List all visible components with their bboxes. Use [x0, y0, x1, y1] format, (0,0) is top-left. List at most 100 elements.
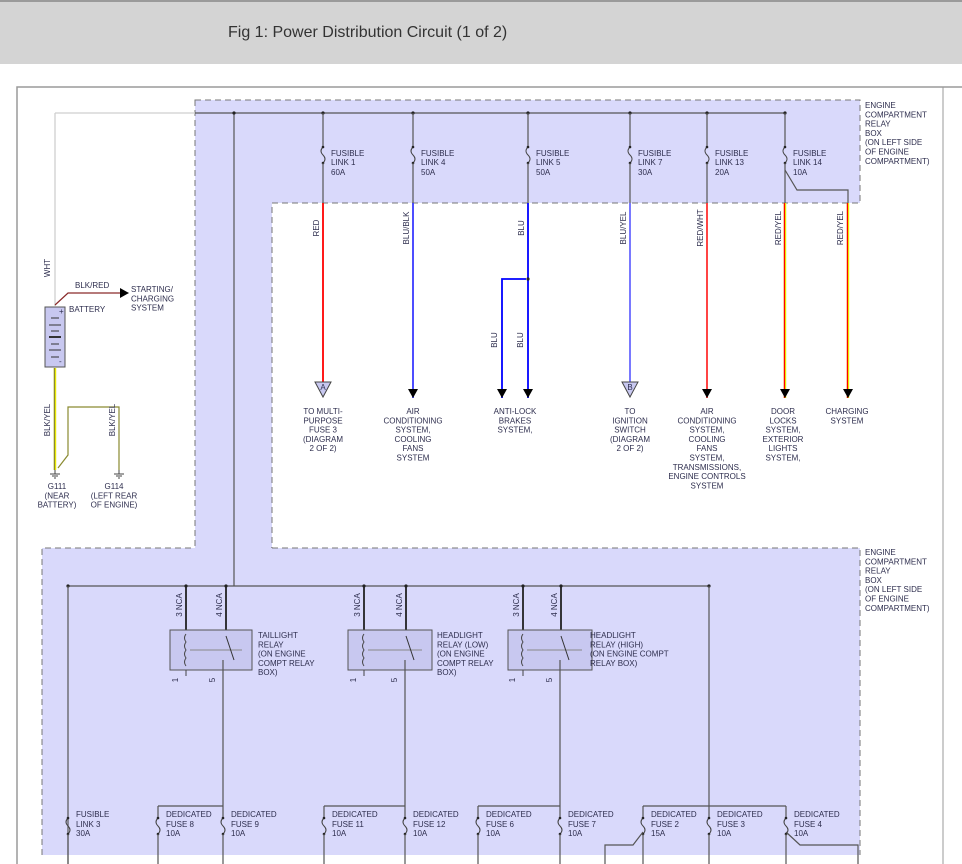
ground-g111-label: (NEAR — [45, 491, 70, 500]
wire-color-label: BLU/BLK — [402, 211, 411, 245]
fuse-name-label: DEDICATED — [568, 810, 614, 819]
destination-label: SYSTEM, — [689, 454, 724, 463]
blk-yel-wire-label: BLK/YEL — [43, 403, 52, 436]
fuse-icon — [402, 817, 408, 835]
destination-label: 2 OF 2) — [309, 444, 336, 453]
relay-box-label: (ON LEFT SIDE — [865, 585, 922, 594]
destination-label: (DIAGRAM — [610, 435, 650, 444]
wire-color-label: BLU — [516, 332, 525, 348]
blk-yel-wire — [57, 406, 120, 470]
fuse-id-label: FUSE 12 — [413, 820, 446, 829]
fuse-name-label: FUSIBLE — [421, 149, 454, 158]
destination-label: FANS — [403, 444, 424, 453]
relay-box-label: COMPARTMENT — [865, 557, 927, 566]
fuse-icon — [321, 817, 327, 835]
fuse-id-label: LINK 3 — [76, 820, 101, 829]
fuse-rating-label: 10A — [794, 829, 809, 838]
fuse-rating-label: 10A — [231, 829, 246, 838]
relay-box-label: OF ENGINE — [865, 148, 909, 157]
fuse-rating-label: 10A — [486, 829, 501, 838]
destination-label: AIR — [406, 407, 420, 416]
destination-label: SYSTEM, — [765, 426, 800, 435]
relay-label: HEADLIGHT — [590, 631, 636, 640]
relay-pin-label: 3 NCA — [175, 593, 184, 617]
ground-g114-label: (LEFT REAR — [91, 491, 138, 500]
battery-label: BATTERY — [69, 305, 106, 314]
destination-label: SYSTEM, — [689, 426, 724, 435]
relay-pin-label: 3 NCA — [512, 593, 521, 617]
fuse-name-label: DEDICATED — [413, 810, 459, 819]
relay-box-lower — [42, 548, 860, 855]
relay-box-label: OF ENGINE — [865, 595, 909, 604]
destination-label: ANTI-LOCK — [494, 407, 537, 416]
fusible-link-icon — [627, 146, 633, 164]
wire-color-label: RED — [312, 219, 321, 236]
fuse-terminal — [641, 816, 645, 820]
splice-dot — [232, 111, 236, 115]
fuse-rating-label: 50A — [536, 168, 551, 177]
fuse-terminal — [221, 816, 225, 820]
fuse-terminal — [705, 145, 709, 149]
arrow-icon — [120, 288, 129, 298]
ground-g111-label: G111 — [48, 482, 67, 491]
relay-label: COMPT RELAY — [437, 659, 494, 668]
destination-label: FANS — [697, 444, 718, 453]
relay-pin-label: 1 — [508, 677, 517, 682]
arrow-icon — [780, 389, 790, 398]
fuse-name-label: FUSIBLE — [715, 149, 748, 158]
blk-yel-wire-label: BLK/YEL — [108, 403, 117, 436]
fuse-name-label: DEDICATED — [166, 810, 212, 819]
fuse-terminal — [628, 145, 632, 149]
wire — [784, 169, 849, 203]
battery-minus: - — [59, 357, 62, 366]
relay-box-label: (ON LEFT SIDE — [865, 138, 922, 147]
figure-header: Fig 1: Power Distribution Circuit (1 of … — [0, 0, 962, 64]
fuse-rating-label: 50A — [421, 168, 436, 177]
fuse-id-label: LINK 4 — [421, 158, 446, 167]
fusible-link-icon — [320, 146, 326, 164]
fuse-id-label: FUSE 3 — [717, 820, 746, 829]
relay-box-label: COMPARTMENT) — [865, 157, 930, 166]
destination-label: TO — [625, 407, 636, 416]
fuse-id-label: FUSE 11 — [332, 820, 364, 829]
destination-label: SYSTEM, — [395, 426, 430, 435]
arrow-icon — [523, 389, 533, 398]
blk-red-wire-label: BLK/RED — [75, 281, 109, 290]
connector-terminal-icon — [314, 381, 332, 399]
fuse-id-label: FUSE 2 — [651, 820, 680, 829]
relay-label: (ON ENGINE — [437, 650, 485, 659]
fusible-link-icon — [704, 146, 710, 164]
fuse-id-label: LINK 1 — [331, 158, 356, 167]
destination-label: LOCKS — [769, 416, 796, 425]
relay-pin-label: 4 NCA — [550, 593, 559, 617]
destination-label: TRANSMISSIONS, — [673, 463, 741, 472]
battery-plus: + — [59, 307, 64, 316]
wire — [785, 831, 859, 864]
relay-box-label: ENGINE — [865, 548, 896, 557]
wht-wire-label: WHT — [43, 259, 52, 277]
fusible-link-icon — [410, 146, 416, 164]
arrow-icon — [843, 389, 853, 398]
fuse-icon — [155, 817, 161, 835]
relay-label: (ON ENGINE — [258, 650, 306, 659]
connector-terminal-label: A — [320, 383, 326, 392]
relay-switch-icon — [560, 635, 570, 661]
destination-label: CONDITIONING — [383, 416, 442, 425]
relay-box-label: RELAY — [865, 120, 891, 129]
fuse-id-label: FUSE 8 — [166, 820, 195, 829]
fuse-icon — [783, 817, 789, 835]
fuse-rating-label: 10A — [332, 829, 347, 838]
fuse-terminal — [558, 816, 562, 820]
fuse-rating-label: 60A — [331, 168, 346, 177]
fuse-rating-label: 10A — [166, 829, 181, 838]
destination-label: AIR — [700, 407, 714, 416]
fuse-icon — [220, 817, 226, 835]
relay-switch-icon — [225, 635, 235, 661]
fuse-terminal — [784, 816, 788, 820]
fuse-terminal — [526, 145, 530, 149]
wire-color-label: BLU — [517, 220, 526, 236]
fuse-terminal — [66, 816, 70, 820]
relay-label: TAILLIGHT — [258, 631, 298, 640]
arrow-icon — [408, 389, 418, 398]
splice-dot — [526, 277, 530, 281]
